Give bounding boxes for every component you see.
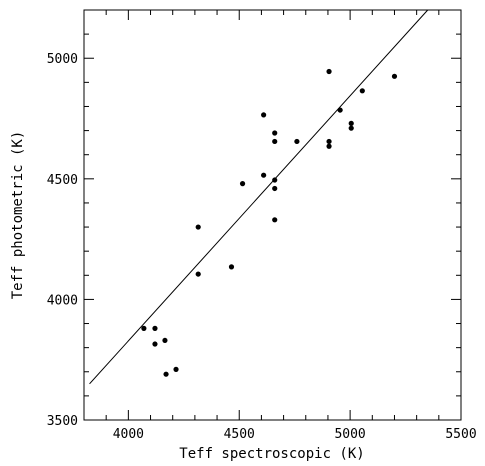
- y-tick-label: 3500: [47, 414, 78, 429]
- data-point: [326, 68, 332, 75]
- data-point: [228, 264, 235, 270]
- data-point: [261, 112, 267, 118]
- data-point: [348, 125, 354, 131]
- x-tick-label: 5000: [334, 427, 365, 442]
- x-tick-label: 4500: [224, 427, 255, 442]
- data-point: [163, 371, 169, 377]
- data-point: [261, 172, 267, 178]
- data-point: [359, 88, 365, 94]
- fit-line: [89, 9, 429, 385]
- data-point: [195, 224, 201, 230]
- data-point: [348, 120, 354, 126]
- plot-frame: [83, 9, 462, 421]
- data-point: [294, 138, 300, 145]
- fit-line-group: [89, 9, 429, 385]
- x-tick-label: 4000: [113, 427, 144, 442]
- data-point: [195, 271, 201, 277]
- data-point: [173, 366, 179, 372]
- data-points: [141, 68, 398, 377]
- data-point: [272, 217, 278, 223]
- data-point: [272, 138, 278, 145]
- data-point: [272, 185, 278, 192]
- y-tick-label: 4000: [47, 293, 78, 308]
- y-tick-label: 4500: [47, 173, 78, 188]
- tick-labels: 4000 4500 5000 5500 3500 4000 4500 5000: [47, 52, 477, 442]
- data-point: [239, 181, 246, 187]
- y-tick-label: 5000: [47, 52, 78, 67]
- y-axis-title: Teff photometric (K): [10, 131, 26, 300]
- data-point: [152, 341, 158, 347]
- data-point: [391, 73, 398, 79]
- data-point: [326, 143, 332, 149]
- x-axis-title: Teff spectroscopic (K): [179, 446, 364, 462]
- axis-ticks: [83, 9, 462, 421]
- data-point: [162, 337, 168, 344]
- data-point: [272, 130, 278, 136]
- data-point: [272, 177, 278, 183]
- data-point: [337, 107, 343, 113]
- data-point: [326, 138, 332, 145]
- x-tick-label: 5500: [445, 427, 476, 442]
- data-point: [152, 325, 158, 331]
- data-point: [141, 325, 147, 331]
